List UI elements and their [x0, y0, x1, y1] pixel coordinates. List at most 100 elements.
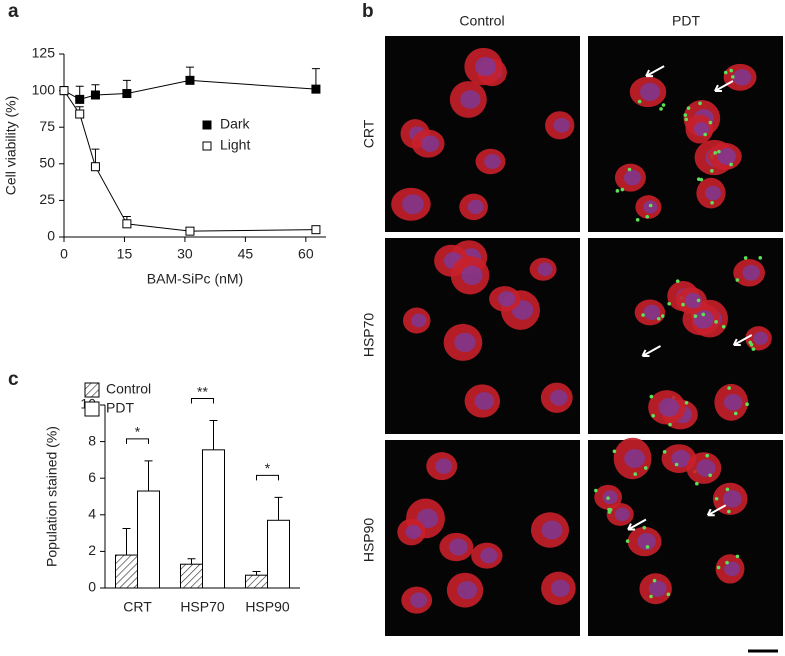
marker — [185, 226, 195, 236]
nucleus — [410, 592, 428, 608]
nucleus — [480, 547, 498, 564]
micrograph — [588, 36, 783, 232]
error-bar — [187, 558, 196, 565]
nucleus — [541, 520, 563, 540]
legend-label: Dark — [220, 116, 251, 132]
marker — [75, 94, 85, 104]
stain-dot — [716, 565, 721, 570]
y-tick-label: 75 — [39, 118, 55, 134]
stain-dot — [698, 101, 702, 106]
stain-dot — [721, 324, 726, 329]
nucleus — [457, 581, 478, 600]
stain-dot — [751, 347, 756, 351]
row-label: HSP90 — [361, 518, 377, 563]
stain-dot — [684, 401, 689, 405]
y-tick-label: 0 — [88, 579, 96, 595]
legend-label: Light — [220, 137, 250, 153]
stain-dot — [674, 462, 679, 467]
panel-label: b — [362, 1, 374, 22]
nucleus — [498, 291, 516, 307]
stain-dot — [656, 316, 661, 321]
nucleus — [648, 580, 667, 597]
stain-dot — [710, 200, 714, 205]
nucleus — [696, 459, 716, 477]
legend-swatch — [84, 382, 100, 398]
nucleus — [416, 508, 439, 529]
nucleus — [658, 398, 680, 417]
nucleus — [693, 122, 710, 136]
bar — [115, 554, 138, 589]
bar — [245, 574, 268, 589]
stain-dot — [735, 554, 740, 559]
stain-dot — [758, 256, 763, 260]
y-tick-label: 6 — [88, 469, 96, 485]
stain-dot — [714, 320, 718, 324]
stain-dot — [641, 313, 645, 317]
significance-bracket — [191, 398, 214, 404]
nucleus — [550, 389, 568, 406]
bar — [137, 490, 160, 589]
nucleus — [460, 90, 481, 109]
y-tick-label: 0 — [47, 228, 55, 244]
x-tick-label: 60 — [298, 246, 314, 262]
nucleus — [704, 185, 722, 201]
stain-dot — [645, 214, 650, 219]
row-label: HSP70 — [361, 313, 377, 358]
error-bar — [252, 571, 261, 576]
stain-dot — [606, 496, 610, 500]
y-tick-label: 50 — [39, 155, 55, 171]
marker — [311, 225, 321, 235]
marker — [122, 219, 132, 229]
stain-dot — [683, 113, 688, 117]
nucleus — [692, 309, 714, 329]
bar — [267, 519, 290, 589]
arrow — [645, 65, 665, 78]
stain-dot — [686, 106, 691, 110]
stain-dot — [705, 453, 709, 458]
stain-dot — [594, 488, 598, 493]
legend-swatch — [84, 401, 100, 417]
y-tick-label: 8 — [88, 432, 96, 448]
stain-dot — [681, 302, 685, 307]
stain-dot — [620, 187, 625, 192]
stain-dot — [729, 68, 733, 73]
nucleus — [474, 392, 495, 410]
x-tick-label: HSP70 — [180, 599, 225, 615]
stain-dot — [745, 402, 749, 407]
nucleus — [405, 524, 422, 540]
arrow — [641, 345, 661, 357]
stain-dot — [667, 301, 671, 306]
nucleus — [553, 117, 570, 133]
marker — [311, 84, 321, 94]
stain-dot — [708, 473, 712, 478]
nucleus — [637, 533, 656, 550]
stain-dot — [635, 218, 640, 222]
stain-dot — [648, 203, 653, 208]
stain-dot — [660, 314, 665, 318]
stain-dot — [645, 545, 650, 549]
nucleus — [411, 313, 427, 328]
stain-dot — [662, 450, 667, 454]
x-tick-label: HSP90 — [245, 599, 290, 615]
stain-dot — [725, 560, 729, 565]
stain-dot — [749, 342, 754, 347]
x-tick-label: CRT — [123, 599, 152, 615]
stain-dot — [723, 70, 728, 75]
marker — [122, 89, 132, 99]
y-tick-label: 2 — [88, 542, 96, 558]
stain-dot — [675, 279, 680, 283]
nucleus — [753, 331, 768, 345]
legend-label: PDT — [106, 400, 134, 416]
stain-dot — [735, 278, 740, 282]
y-tick-label: 125 — [32, 45, 56, 61]
nucleus — [733, 69, 752, 86]
stain-dot — [607, 510, 612, 514]
nucleus — [550, 579, 570, 597]
series-line — [63, 90, 316, 232]
stain-dot — [727, 386, 731, 390]
nucleus — [717, 148, 737, 165]
marker — [90, 90, 100, 100]
stain-dot — [710, 169, 714, 173]
arrow — [714, 80, 734, 93]
significance-bracket — [256, 474, 279, 481]
